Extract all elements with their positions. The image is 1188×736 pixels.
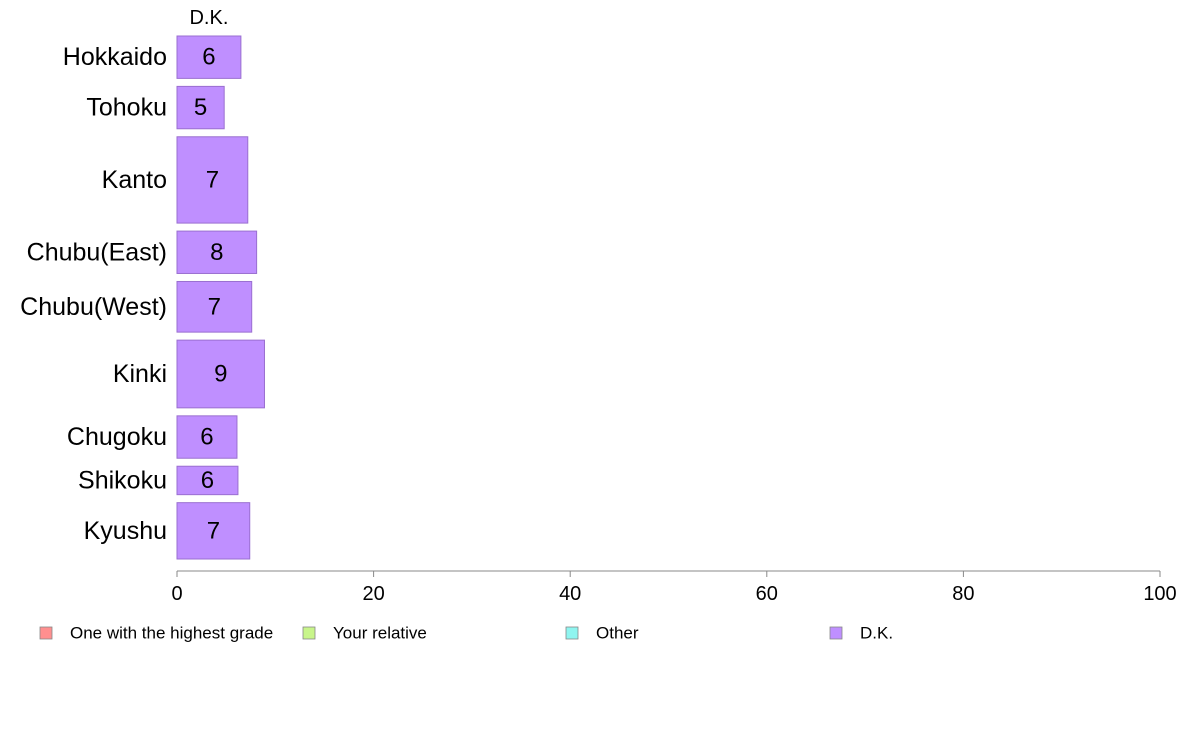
x-tick-label: 80 xyxy=(952,583,974,605)
category-label-kyushu: Kyushu xyxy=(84,517,167,545)
series-header-label: D.K. xyxy=(189,7,228,29)
series-header-layer: D.K. xyxy=(189,7,228,29)
data-label-kanto: 7 xyxy=(206,166,219,193)
category-label-chubu-west: Chubu(West) xyxy=(20,293,167,321)
x-tick-label: 20 xyxy=(362,583,384,605)
legend-swatch-other xyxy=(565,626,579,640)
bar-kanto xyxy=(176,136,249,224)
bars-layer xyxy=(176,35,265,560)
data-label-kinki: 9 xyxy=(214,360,227,387)
legend-swatch-your-relative xyxy=(302,626,316,640)
data-label-chugoku: 6 xyxy=(200,424,213,451)
category-label-chugoku: Chugoku xyxy=(67,423,167,451)
data-label-tohoku: 5 xyxy=(194,94,207,121)
category-label-tohoku: Tohoku xyxy=(86,94,167,122)
category-label-kinki: Kinki xyxy=(113,360,167,388)
category-labels: Hokkaido Tohoku Kanto Chubu(East) Chubu(West… xyxy=(20,43,167,545)
x-axis: 0 20 40 60 80 100 xyxy=(171,570,1177,605)
bar-chubu-west xyxy=(176,280,253,333)
x-tick-label: 40 xyxy=(559,583,581,605)
data-label-hokkaido: 6 xyxy=(202,44,215,71)
x-tick-label: 0 xyxy=(171,583,182,605)
x-tick-label: 100 xyxy=(1143,583,1176,605)
data-labels: 6 5 7 8 7 9 6 6 7 xyxy=(194,44,228,545)
x-tick-label: 60 xyxy=(756,583,778,605)
data-label-kyushu: 7 xyxy=(207,517,220,544)
bar-hokkaido xyxy=(176,35,242,79)
category-label-chubu-east: Chubu(East) xyxy=(27,238,167,266)
category-label-shikoku: Shikoku xyxy=(78,466,167,494)
data-label-shikoku: 6 xyxy=(201,467,214,494)
data-label-chubu-west: 7 xyxy=(208,293,221,320)
legend: One with the highest grade Your relative O… xyxy=(39,624,893,643)
bar-kyushu xyxy=(176,502,251,560)
legend-label-other: Other xyxy=(596,624,639,643)
category-label-kanto: Kanto xyxy=(102,166,167,194)
bar-tohoku xyxy=(176,85,225,130)
legend-swatch-one-with-the-highest-grade xyxy=(39,626,53,640)
category-label-hokkaido: Hokkaido xyxy=(63,43,167,71)
legend-label-d-k: D.K. xyxy=(860,624,893,643)
legend-swatch-d-k xyxy=(829,626,843,640)
legend-label-one-with-the-highest-grade: One with the highest grade xyxy=(70,624,273,643)
bar-kinki xyxy=(176,339,265,409)
bar-chubu-east xyxy=(176,230,258,274)
bar-chugoku xyxy=(176,415,238,459)
legend-label-your-relative: Your relative xyxy=(333,624,427,643)
bar-shikoku xyxy=(176,465,239,496)
data-label-chubu-east: 8 xyxy=(210,239,223,266)
